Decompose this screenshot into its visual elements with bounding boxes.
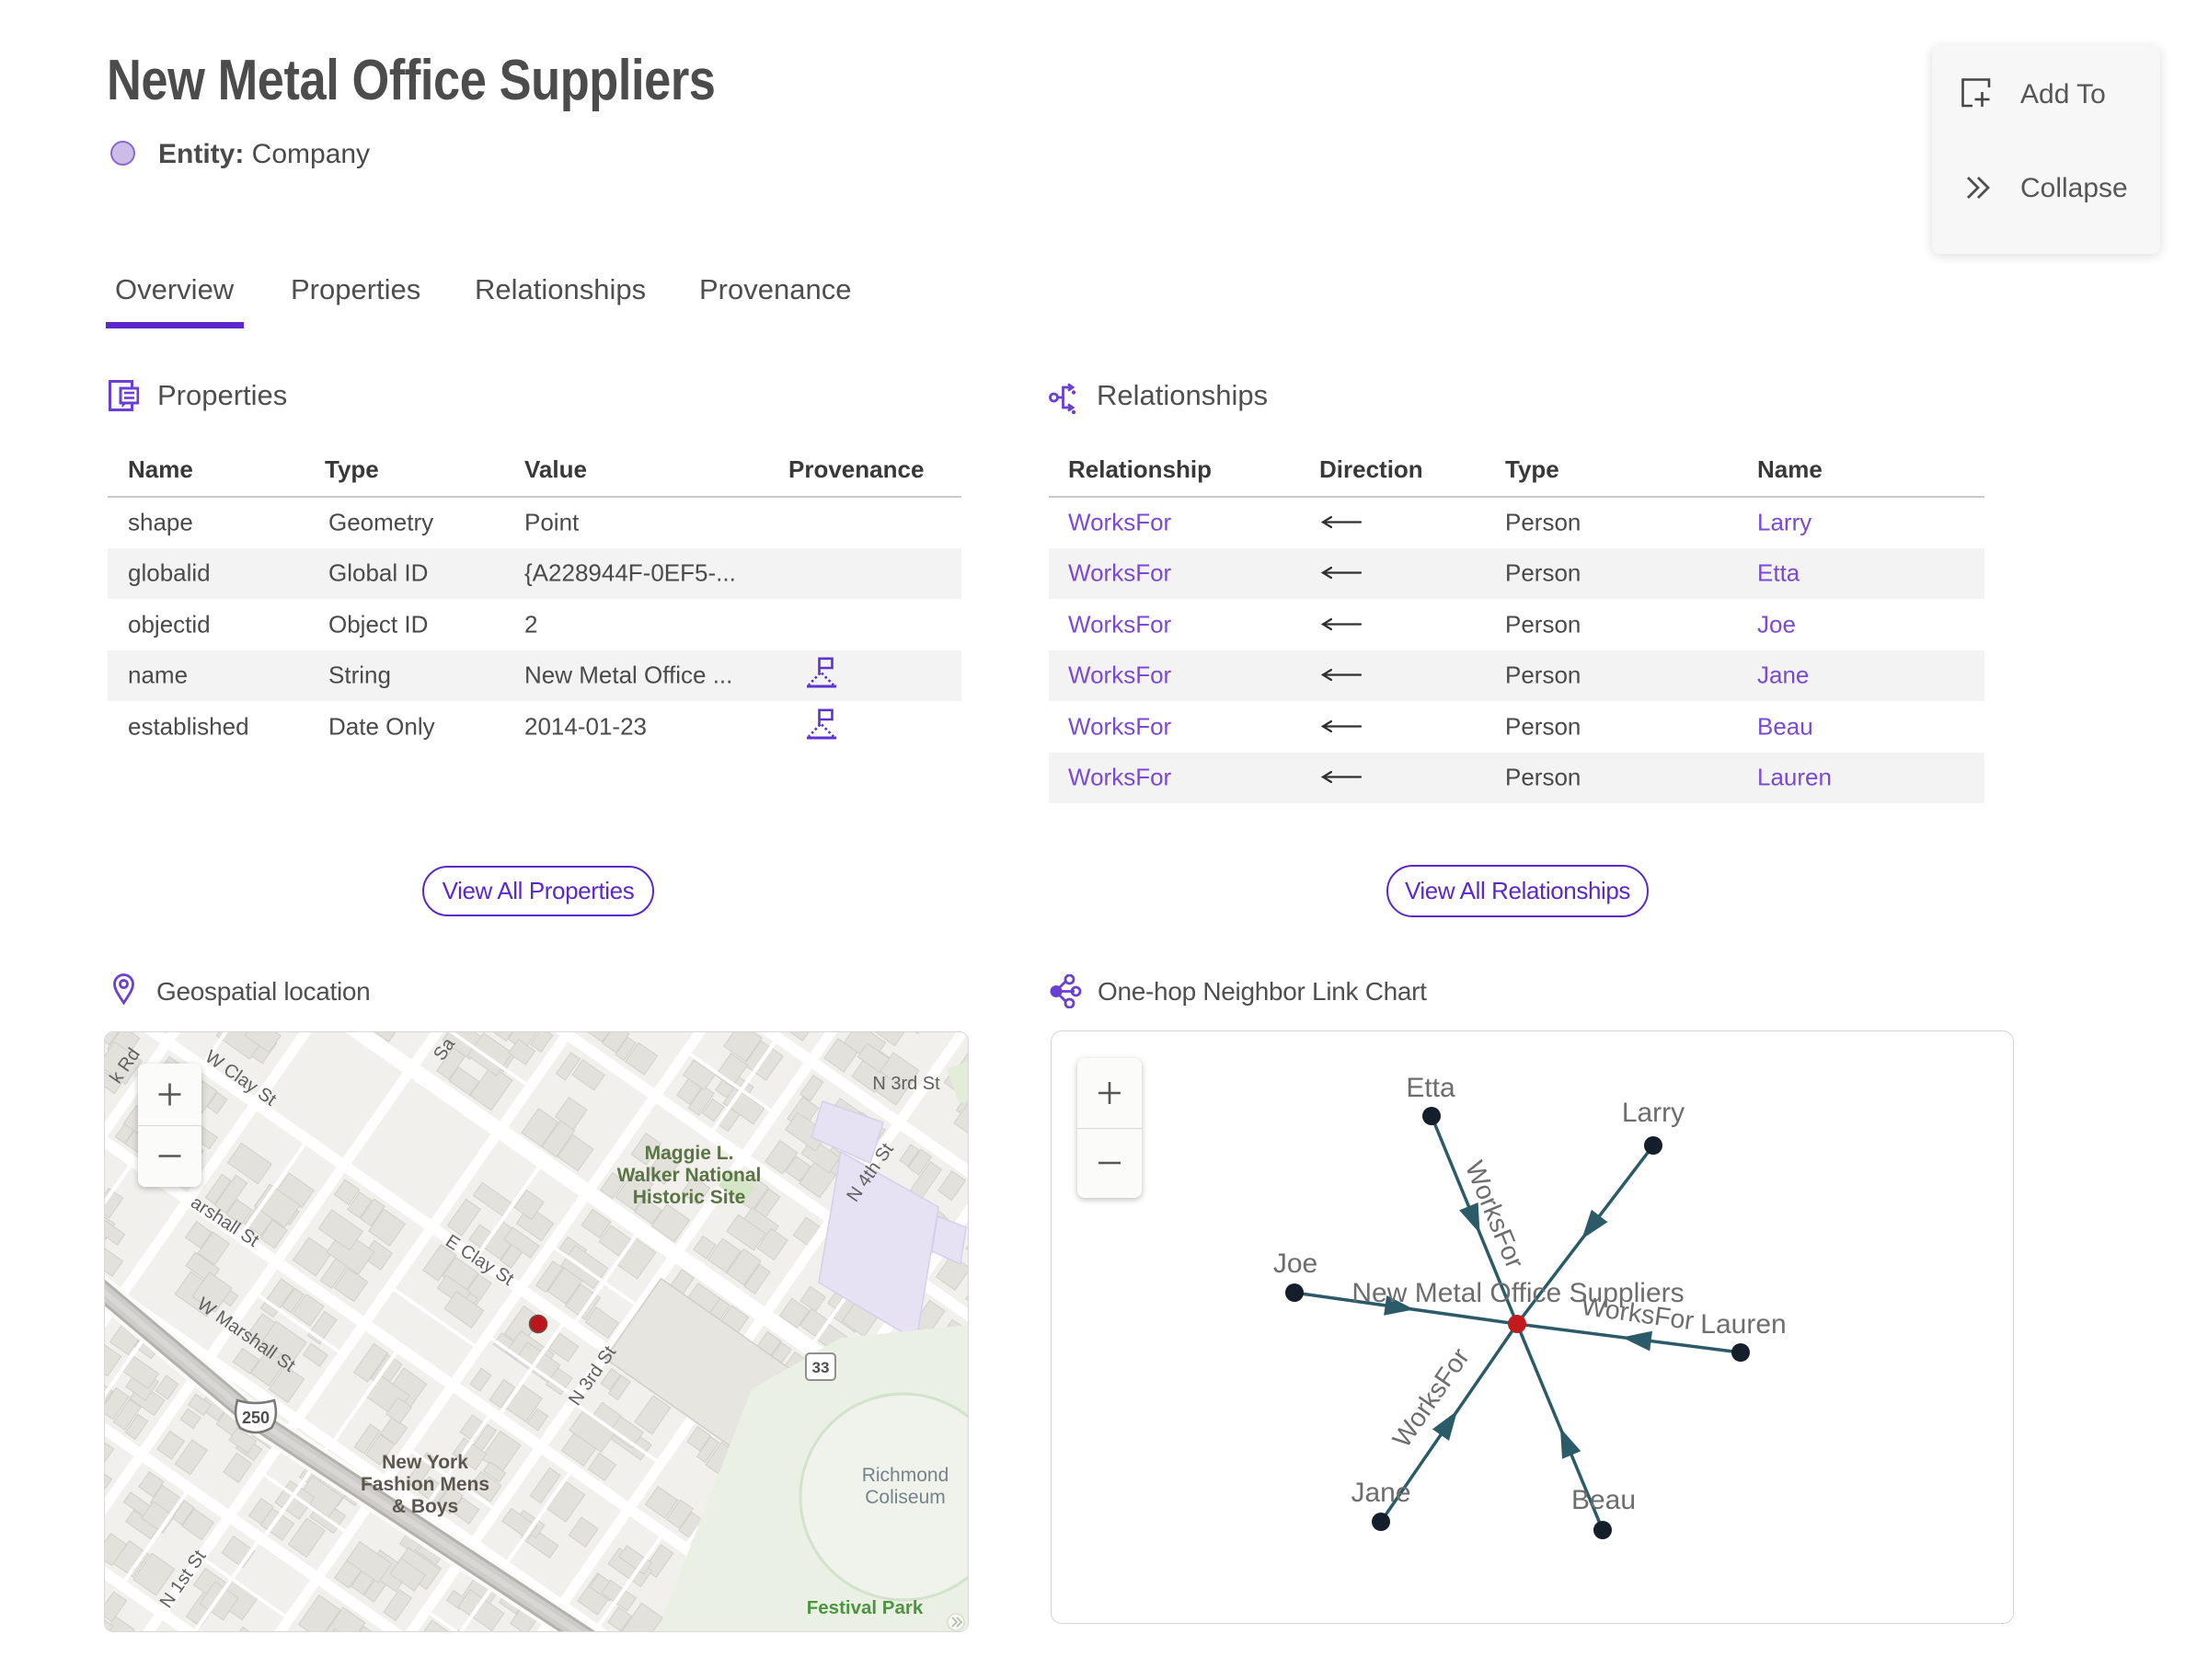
svg-text:Richmond: Richmond (862, 1465, 949, 1486)
svg-text:250: 250 (242, 1409, 270, 1427)
svg-text:Historic Site: Historic Site (633, 1187, 746, 1208)
svg-text:Maggie L.: Maggie L. (645, 1143, 734, 1164)
svg-text:New York: New York (382, 1452, 468, 1473)
svg-text:N 3rd St: N 3rd St (872, 1074, 940, 1094)
svg-text:Festival Park: Festival Park (807, 1597, 924, 1618)
svg-text:Larry: Larry (1622, 1098, 1685, 1128)
svg-text:WorksFor: WorksFor (1387, 1342, 1476, 1453)
svg-text:Joe: Joe (1273, 1248, 1317, 1279)
svg-text:Etta: Etta (1406, 1073, 1455, 1103)
svg-text:Beau: Beau (1571, 1485, 1636, 1515)
svg-text:33: 33 (812, 1359, 830, 1376)
svg-text:Walker National: Walker National (617, 1165, 762, 1186)
svg-text:Jane: Jane (1351, 1478, 1410, 1508)
svg-text:Fashion Mens: Fashion Mens (361, 1474, 489, 1495)
svg-text:Coliseum: Coliseum (865, 1487, 946, 1508)
svg-text:Lauren: Lauren (1700, 1309, 1786, 1340)
svg-text:& Boys: & Boys (392, 1496, 458, 1517)
svg-text:New Metal Office Suppliers: New Metal Office Suppliers (1351, 1278, 1684, 1308)
